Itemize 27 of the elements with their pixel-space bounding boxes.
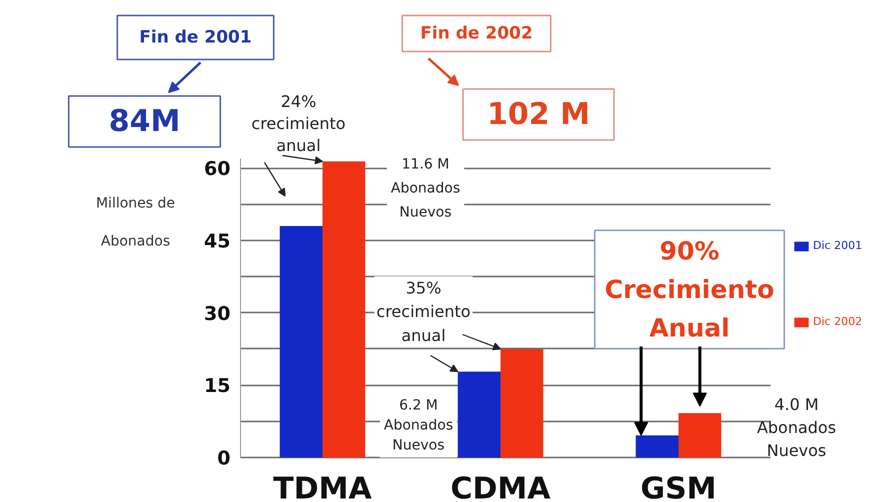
x-tick-label: TDMA [273, 472, 372, 502]
y-tick-label: 0 [217, 448, 231, 470]
annotation: 4.0 M Abonados Nuevos [756, 395, 836, 460]
x-tick-label: GSM [640, 472, 717, 502]
text: Fin de 2002 [420, 24, 533, 44]
y-tick-label: 15 [204, 375, 231, 398]
text: Millones de Abonados [96, 195, 176, 250]
bar [280, 226, 322, 458]
annotation: 6.2 M Abonados Nuevos [384, 398, 454, 454]
text: 84M [108, 104, 180, 139]
y-tick-label: 30 [204, 302, 231, 325]
annotation: 90% Crecimiento Anual [604, 236, 774, 343]
y-tick-label: 45 [204, 230, 231, 252]
annotation: 35% crecimiento anual [376, 278, 471, 345]
text: 102 M [487, 97, 590, 132]
bar [678, 413, 722, 458]
bar [500, 348, 544, 458]
legend-label: Dic 2002 [813, 315, 862, 328]
bar [322, 161, 366, 458]
y-tick-label: 60 [204, 158, 231, 180]
bar [636, 435, 678, 458]
annotation: 11.6 M Abonados Nuevos [390, 156, 460, 220]
legend-label: Dic 2001 [813, 239, 862, 252]
bar [458, 372, 500, 458]
annotation: 24% crecimiento anual [251, 92, 346, 155]
text: Fin de 2001 [139, 28, 252, 48]
x-tick-label: CDMA [450, 472, 552, 502]
